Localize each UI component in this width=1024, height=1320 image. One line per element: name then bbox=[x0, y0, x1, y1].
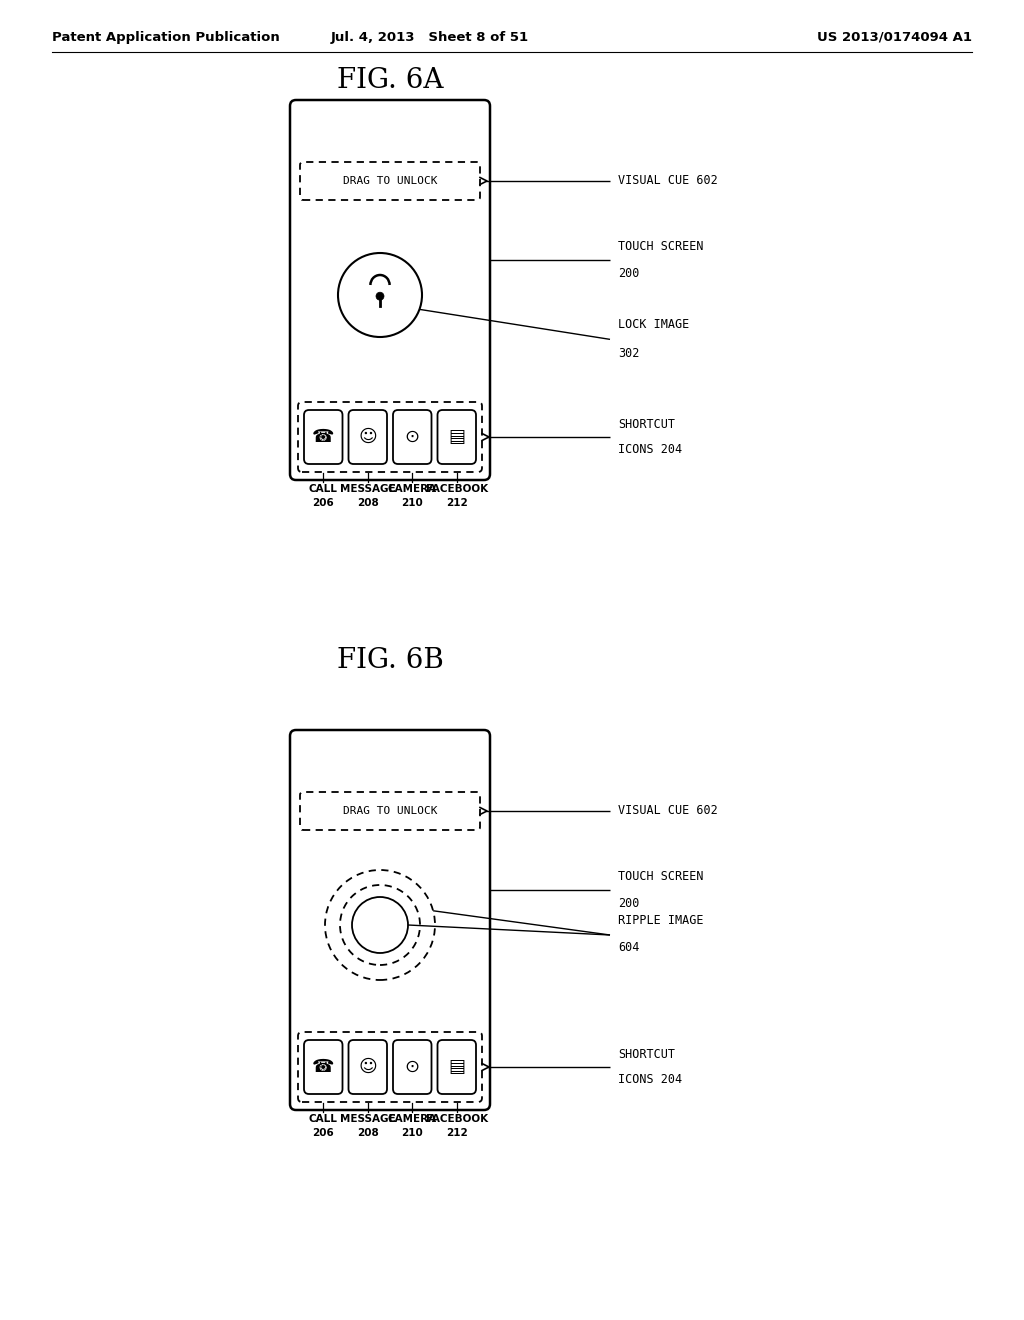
FancyBboxPatch shape bbox=[437, 1040, 476, 1094]
Text: ⊙: ⊙ bbox=[404, 428, 420, 446]
Text: DRAG TO UNLOCK: DRAG TO UNLOCK bbox=[343, 807, 437, 816]
Circle shape bbox=[338, 253, 422, 337]
Text: SHORTCUT: SHORTCUT bbox=[618, 418, 675, 432]
Text: FACEBOOK: FACEBOOK bbox=[426, 484, 487, 494]
Circle shape bbox=[376, 292, 384, 300]
Text: 208: 208 bbox=[357, 498, 379, 508]
Text: ▤: ▤ bbox=[449, 428, 465, 446]
Text: 200: 200 bbox=[618, 898, 639, 909]
Text: ☺: ☺ bbox=[358, 428, 377, 446]
Text: FIG. 6B: FIG. 6B bbox=[337, 647, 443, 673]
Text: 302: 302 bbox=[618, 347, 639, 360]
Text: 206: 206 bbox=[312, 1129, 334, 1138]
Text: CAMERA: CAMERA bbox=[388, 484, 437, 494]
FancyBboxPatch shape bbox=[348, 411, 387, 465]
Text: 208: 208 bbox=[357, 1129, 379, 1138]
FancyBboxPatch shape bbox=[348, 1040, 387, 1094]
Text: 212: 212 bbox=[445, 498, 468, 508]
Text: 206: 206 bbox=[312, 498, 334, 508]
Text: VISUAL CUE 602: VISUAL CUE 602 bbox=[618, 174, 718, 187]
Text: US 2013/0174094 A1: US 2013/0174094 A1 bbox=[817, 30, 972, 44]
FancyBboxPatch shape bbox=[304, 1040, 342, 1094]
Text: VISUAL CUE 602: VISUAL CUE 602 bbox=[618, 804, 718, 817]
Text: ⊙: ⊙ bbox=[404, 1059, 420, 1076]
FancyBboxPatch shape bbox=[437, 411, 476, 465]
Text: ICONS 204: ICONS 204 bbox=[618, 444, 682, 455]
Circle shape bbox=[352, 898, 408, 953]
Text: DRAG TO UNLOCK: DRAG TO UNLOCK bbox=[343, 176, 437, 186]
Text: 210: 210 bbox=[401, 1129, 423, 1138]
Text: CALL: CALL bbox=[309, 484, 338, 494]
Text: ☎: ☎ bbox=[312, 428, 335, 446]
Text: 604: 604 bbox=[618, 941, 639, 954]
Text: ☺: ☺ bbox=[358, 1059, 377, 1076]
FancyBboxPatch shape bbox=[290, 100, 490, 480]
Text: 210: 210 bbox=[401, 498, 423, 508]
FancyBboxPatch shape bbox=[393, 411, 431, 465]
Text: 212: 212 bbox=[445, 1129, 468, 1138]
Text: FIG. 6A: FIG. 6A bbox=[337, 66, 443, 94]
Text: ☎: ☎ bbox=[312, 1059, 335, 1076]
Text: Patent Application Publication: Patent Application Publication bbox=[52, 30, 280, 44]
FancyBboxPatch shape bbox=[393, 1040, 431, 1094]
Text: LOCK IMAGE: LOCK IMAGE bbox=[618, 318, 689, 331]
Text: RIPPLE IMAGE: RIPPLE IMAGE bbox=[618, 913, 703, 927]
FancyBboxPatch shape bbox=[304, 411, 342, 465]
Text: ICONS 204: ICONS 204 bbox=[618, 1073, 682, 1086]
Text: 200: 200 bbox=[618, 267, 639, 280]
FancyBboxPatch shape bbox=[290, 730, 490, 1110]
Text: FACEBOOK: FACEBOOK bbox=[426, 1114, 487, 1125]
Text: MESSAGE: MESSAGE bbox=[340, 484, 395, 494]
Text: CAMERA: CAMERA bbox=[388, 1114, 437, 1125]
Text: MESSAGE: MESSAGE bbox=[340, 1114, 395, 1125]
Text: Jul. 4, 2013   Sheet 8 of 51: Jul. 4, 2013 Sheet 8 of 51 bbox=[331, 30, 529, 44]
Text: CALL: CALL bbox=[309, 1114, 338, 1125]
Text: ▤: ▤ bbox=[449, 1059, 465, 1076]
Text: SHORTCUT: SHORTCUT bbox=[618, 1048, 675, 1061]
Text: TOUCH SCREEN: TOUCH SCREEN bbox=[618, 240, 703, 253]
FancyBboxPatch shape bbox=[364, 285, 396, 313]
Text: TOUCH SCREEN: TOUCH SCREEN bbox=[618, 870, 703, 883]
